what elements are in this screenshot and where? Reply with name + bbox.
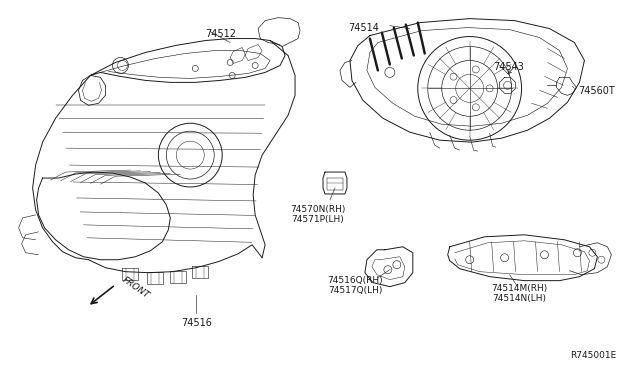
Text: FRONT: FRONT (120, 275, 151, 300)
Text: 74514M(RH)
74514N(LH): 74514M(RH) 74514N(LH) (492, 283, 548, 303)
Text: 74516Q(RH)
74517Q(LH): 74516Q(RH) 74517Q(LH) (327, 276, 383, 295)
Text: 74516: 74516 (181, 318, 212, 327)
Text: R745001E: R745001E (570, 352, 616, 360)
Text: 74514: 74514 (348, 23, 379, 33)
Text: 74570N(RH)
74571P(LH): 74570N(RH) 74571P(LH) (291, 205, 346, 224)
Text: 74543: 74543 (493, 62, 525, 73)
Text: 74560T: 74560T (579, 86, 615, 96)
Text: 74512: 74512 (205, 29, 236, 39)
